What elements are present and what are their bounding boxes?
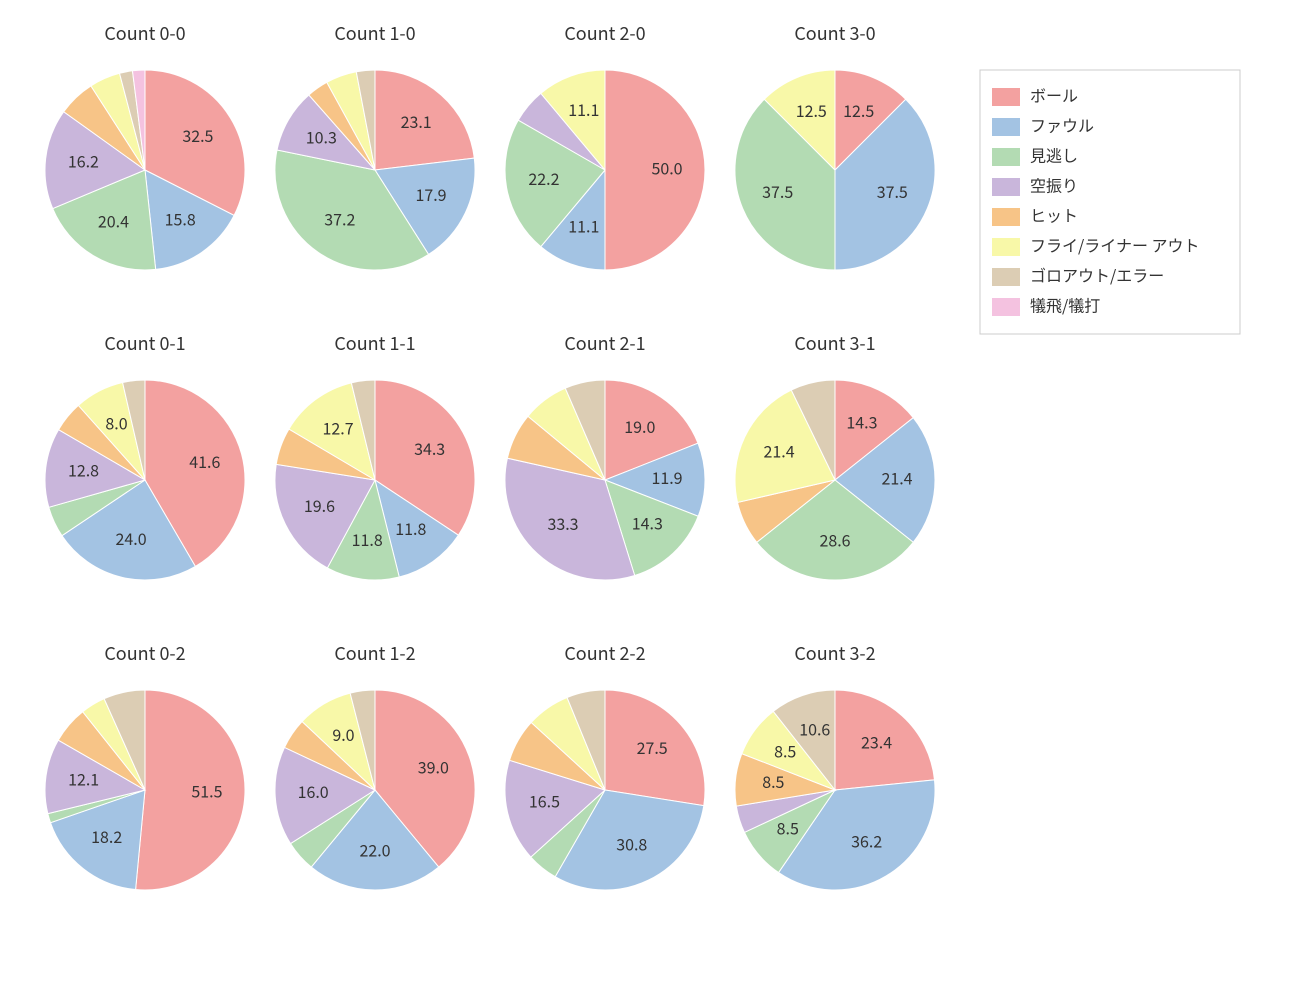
slice-label-foul: 11.1: [568, 214, 599, 238]
slice-label-foul: 17.9: [415, 182, 446, 206]
pie-c21: Count 2-1 19.0 11.9 14.3 33.3: [505, 330, 705, 580]
pie-c02: Count 0-2 51.5 18.2 12.1: [45, 640, 245, 890]
legend-swatch-ball: [992, 88, 1020, 106]
pie-c22: Count 2-2 27.5 30.8 16.5: [505, 640, 705, 890]
slice-label-ball: 51.5: [191, 778, 222, 802]
legend-frame: [980, 70, 1240, 334]
slice-label-ball: 12.5: [843, 98, 874, 122]
pie-c12: Count 1-2 39.0 22.0 16.0 9.0: [275, 640, 475, 890]
slice-label-flyout: 21.4: [764, 439, 795, 463]
slice-label-ball: 34.3: [414, 436, 445, 460]
pie-c00: Count 0-0 32.5 15.8 20.4 16.2: [45, 20, 245, 270]
slice-label-swing: 16.2: [68, 148, 99, 172]
slice-label-ball: 39.0: [418, 754, 449, 778]
pie-c30: Count 3-0 12.5 37.5 37.5 12.5: [735, 20, 935, 270]
slice-label-look: 28.6: [819, 527, 850, 551]
slice-label-ball: 23.1: [401, 109, 432, 133]
slice-label-foul: 11.9: [651, 465, 682, 489]
pie-title: Count 3-1: [794, 330, 875, 356]
pie-c20: Count 2-0 50.0 11.1 22.2 11.1: [505, 20, 705, 270]
pie-c01: Count 0-1 41.6 24.0 12.8 8.0: [45, 330, 245, 580]
pie-title: Count 1-0: [334, 20, 415, 46]
slice-label-foul: 22.0: [359, 837, 390, 861]
slice-label-foul: 37.5: [877, 179, 908, 203]
legend-swatch-sac: [992, 298, 1020, 316]
slice-label-foul: 15.8: [165, 206, 196, 230]
pie-title: Count 2-2: [564, 640, 645, 666]
legend-label-foul: ファウル: [1030, 112, 1094, 136]
slice-label-look: 14.3: [632, 511, 663, 535]
legend-label-hit: ヒット: [1030, 202, 1078, 226]
pie-c10: Count 1-0 23.1 17.9 37.2 10.3: [275, 20, 475, 270]
slice-label-swing: 33.3: [547, 511, 578, 535]
slice-label-ball: 27.5: [637, 735, 668, 759]
slice-label-swing: 16.0: [298, 779, 329, 803]
slice-label-ball: 23.4: [861, 729, 892, 753]
pie-title: Count 3-2: [794, 640, 875, 666]
legend-label-swing: 空振り: [1030, 172, 1078, 196]
slice-label-foul: 30.8: [616, 831, 647, 855]
pie-c31: Count 3-1 14.3 21.4 28.6 21.4: [735, 330, 935, 580]
slice-ball: [136, 690, 245, 890]
slice-label-swing: 12.1: [68, 767, 99, 791]
slice-label-look: 20.4: [98, 209, 129, 233]
legend-swatch-look: [992, 148, 1020, 166]
slice-label-hit: 8.5: [762, 769, 784, 793]
pie-title: Count 0-1: [104, 330, 185, 356]
slice-label-swing: 10.3: [306, 124, 337, 148]
pie-title: Count 2-0: [564, 20, 645, 46]
slice-label-flyout: 12.5: [796, 98, 827, 122]
slice-label-foul: 36.2: [851, 829, 882, 853]
pie-title: Count 0-2: [104, 640, 185, 666]
slice-label-look: 8.5: [777, 816, 799, 840]
legend-swatch-flyout: [992, 238, 1020, 256]
slice-label-ball: 50.0: [651, 155, 682, 179]
pie-title: Count 0-0: [104, 20, 185, 46]
legend-label-ball: ボール: [1030, 82, 1078, 106]
legend-label-look: 見逃し: [1030, 142, 1078, 166]
slice-label-ball: 14.3: [846, 409, 877, 433]
slice-label-foul: 11.8: [395, 516, 426, 540]
slice-label-flyout: 8.5: [774, 738, 796, 762]
pie-c32: Count 3-223.436.28.58.58.510.6: [735, 640, 935, 890]
legend-swatch-groundout: [992, 268, 1020, 286]
slice-label-ball: 41.6: [189, 449, 220, 473]
slice-label-flyout: 9.0: [332, 722, 354, 746]
slice-label-ball: 32.5: [182, 123, 213, 147]
legend-swatch-hit: [992, 208, 1020, 226]
legend-swatch-swing: [992, 178, 1020, 196]
slice-label-flyout: 12.7: [323, 416, 354, 440]
slice-label-look: 37.5: [762, 179, 793, 203]
legend-swatch-foul: [992, 118, 1020, 136]
pie-c11: Count 1-1 34.3 11.8 11.8 19.6 12.7: [275, 330, 475, 580]
slice-label-ball: 19.0: [624, 414, 655, 438]
pie-title: Count 1-2: [334, 640, 415, 666]
slice-label-foul: 21.4: [881, 465, 912, 489]
slice-label-flyout: 11.1: [568, 97, 599, 121]
slice-label-look: 11.8: [352, 527, 383, 551]
pie-title: Count 1-1: [334, 330, 415, 356]
slice-label-swing: 19.6: [304, 493, 335, 517]
chart-grid: Count 0-0 32.5 15.8 20.4 16.2 Count 1-0 23.1 17…: [0, 0, 1300, 1000]
slice-label-foul: 18.2: [91, 824, 122, 848]
legend-label-sac: 犠飛/犠打: [1030, 292, 1100, 316]
legend-label-flyout: フライ/ライナー アウト: [1030, 232, 1200, 256]
legend: ボールファウル見逃し空振りヒットフライ/ライナー アウトゴロアウト/エラー犠飛/…: [980, 70, 1240, 334]
pie-title: Count 3-0: [794, 20, 875, 46]
slice-label-swing: 16.5: [529, 789, 560, 813]
slice-label-foul: 24.0: [116, 526, 147, 550]
pie-title: Count 2-1: [564, 330, 645, 356]
slice-label-swing: 12.8: [68, 458, 99, 482]
slice-label-look: 22.2: [528, 166, 559, 190]
legend-label-groundout: ゴロアウト/エラー: [1030, 262, 1164, 286]
slice-label-flyout: 8.0: [105, 410, 127, 434]
slice-label-look: 37.2: [324, 206, 355, 230]
slice-label-groundout: 10.6: [799, 717, 830, 741]
